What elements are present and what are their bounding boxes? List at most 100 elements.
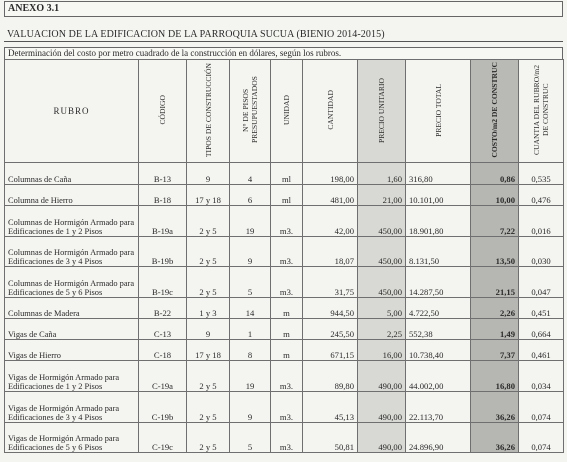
cell-unidad: m3.	[270, 391, 303, 423]
header-precio-unitario: PRECIO UNITARIO	[357, 59, 406, 163]
cell-codigo: B-19b	[138, 236, 187, 267]
cell-precio-total: 18.901,80	[405, 205, 471, 237]
cell-rubro: Columnas de Madera	[4, 297, 139, 319]
cell-rubro: Columnas de Hormigón Armado para Edifica…	[4, 236, 139, 267]
cell-costo-m2: 21,15	[470, 266, 519, 298]
cell-cantidad: 50,81	[302, 422, 358, 453]
cell-costo-m2: 13,50	[470, 236, 519, 267]
cell-rubro: Vigas de Hierro	[4, 339, 139, 361]
cell-tipos: 1 y 3	[186, 297, 230, 319]
header-codigo-label: CÓDIGO	[158, 95, 167, 125]
cell-unidad: m3.	[270, 205, 303, 237]
cell-pisos: 4	[229, 162, 271, 185]
cell-rubro: Vigas de Hormigón Armado para Edificacio…	[4, 391, 139, 423]
table-row: Vigas de Hormigón Armado para Edificacio…	[4, 422, 564, 453]
table-row: Columnas de Hormigón Armado para Edifica…	[4, 236, 564, 267]
cell-pisos: 14	[229, 297, 271, 319]
cell-cantidad: 481,00	[302, 184, 358, 206]
table-row: Columnas de Caña B-13 9 4 ml 198,00 1,60 316,80…	[4, 162, 564, 185]
cell-tipos: 9	[186, 318, 230, 340]
cell-pisos: 19	[229, 360, 271, 392]
header-costo-m2-label: COSTO/m2 DE CONSTRUC	[490, 62, 499, 158]
cell-rubro: Columna de Hierro	[4, 184, 139, 206]
cell-pisos: 1	[229, 318, 271, 340]
header-pisos-label: N° DE PISOS PRESUPUESTADOS	[241, 76, 259, 144]
cell-precio-unitario: 490,00	[357, 360, 406, 392]
cell-codigo: C-18	[138, 339, 187, 361]
cell-precio-unitario: 5,00	[357, 297, 406, 319]
header-precio-total-label: PRECIO TOTAL	[433, 83, 443, 137]
cell-tipos: 2 y 5	[186, 422, 230, 453]
cell-pisos: 8	[229, 339, 271, 361]
cell-cantidad: 245,50	[302, 318, 358, 340]
table-row: Columnas de Hormigón Armado para Edifica…	[4, 205, 564, 237]
cell-precio-unitario: 1,60	[357, 162, 406, 185]
cell-unidad: ml	[270, 184, 303, 206]
cell-pisos: 6	[229, 184, 271, 206]
cell-cantidad: 18,07	[302, 236, 358, 267]
header-cuantia: CUANTIA DEL RUBRO/m2 DE CONSTRUC	[518, 59, 564, 163]
cell-precio-total: 10.738,40	[405, 339, 471, 361]
table-row: Vigas de Hormigón Armado para Edificacio…	[4, 360, 564, 392]
cell-precio-unitario: 450,00	[357, 236, 406, 267]
cell-precio-unitario: 490,00	[357, 391, 406, 423]
cell-costo-m2: 7,22	[470, 205, 519, 237]
cell-precio-total: 22.113,70	[405, 391, 471, 423]
cell-cuantia: 0,074	[518, 391, 564, 423]
cell-precio-total: 8.131,50	[405, 236, 471, 267]
cell-cuantia: 0,074	[518, 422, 564, 453]
table-body: Columnas de Caña B-13 9 4 ml 198,00 1,60 316,80…	[4, 162, 564, 453]
cell-costo-m2: 36,26	[470, 422, 519, 453]
cell-cantidad: 198,00	[302, 162, 358, 185]
header-unidad: UNIDAD	[270, 59, 303, 163]
cell-unidad: m3.	[270, 266, 303, 298]
cell-pisos: 9	[229, 236, 271, 267]
cell-tipos: 2 y 5	[186, 266, 230, 298]
cell-unidad: m	[270, 339, 303, 361]
cell-rubro: Columnas de Hormigón Armado para Edifica…	[4, 266, 139, 298]
cell-cuantia: 0,461	[518, 339, 564, 361]
header-precio-unitario-label: PRECIO UNITARIO	[377, 77, 386, 143]
cell-costo-m2: 7,37	[470, 339, 519, 361]
cell-costo-m2: 1,49	[470, 318, 519, 340]
cell-codigo: B-13	[138, 162, 187, 185]
cell-rubro: Columnas de Hormigón Armado para Edifica…	[4, 205, 139, 237]
cell-costo-m2: 36,26	[470, 391, 519, 423]
cell-codigo: B-19c	[138, 266, 187, 298]
cell-cantidad: 42,00	[302, 205, 358, 237]
cell-precio-total: 316,80	[405, 162, 471, 185]
cell-codigo: B-18	[138, 184, 187, 206]
cell-codigo: C-13	[138, 318, 187, 340]
cell-cuantia: 0,664	[518, 318, 564, 340]
cell-cuantia: 0,535	[518, 162, 564, 185]
cell-cuantia: 0,476	[518, 184, 564, 206]
cell-unidad: ml	[270, 162, 303, 185]
cell-cantidad: 45,13	[302, 391, 358, 423]
cell-unidad: m	[270, 318, 303, 340]
cell-codigo: C-19c	[138, 422, 187, 453]
cell-cuantia: 0,047	[518, 266, 564, 298]
header-cantidad-label: CANTIDAD	[325, 90, 335, 130]
cell-cuantia: 0,451	[518, 297, 564, 319]
cell-cantidad: 89,80	[302, 360, 358, 392]
table-row: Vigas de Hierro C-18 17 y 18 8 m 671,15 16,00 1…	[4, 339, 564, 361]
cell-precio-total: 4.722,50	[405, 297, 471, 319]
cell-rubro: Columnas de Caña	[4, 162, 139, 185]
header-costo-m2: COSTO/m2 DE CONSTRUC	[470, 59, 519, 163]
cell-pisos: 19	[229, 205, 271, 237]
cell-tipos: 2 y 5	[186, 205, 230, 237]
table-row: Columnas de Madera B-22 1 y 3 14 m 944,50 5,00…	[4, 297, 564, 319]
cell-cuantia: 0,016	[518, 205, 564, 237]
header-unidad-label: UNIDAD	[282, 95, 291, 125]
cell-cantidad: 31,75	[302, 266, 358, 298]
header-cuantia-label: CUANTIA DEL RUBRO/m2 DE CONSTRUC	[532, 65, 550, 156]
cell-tipos: 2 y 5	[186, 236, 230, 267]
header-precio-total: PRECIO TOTAL	[405, 59, 471, 163]
cell-rubro: Vigas de Caña	[4, 318, 139, 340]
cell-unidad: m3.	[270, 360, 303, 392]
annex-label: ANEXO 3.1	[4, 1, 563, 17]
cell-pisos: 9	[229, 391, 271, 423]
header-cantidad: CANTIDAD	[302, 59, 358, 163]
cell-precio-unitario: 16,00	[357, 339, 406, 361]
